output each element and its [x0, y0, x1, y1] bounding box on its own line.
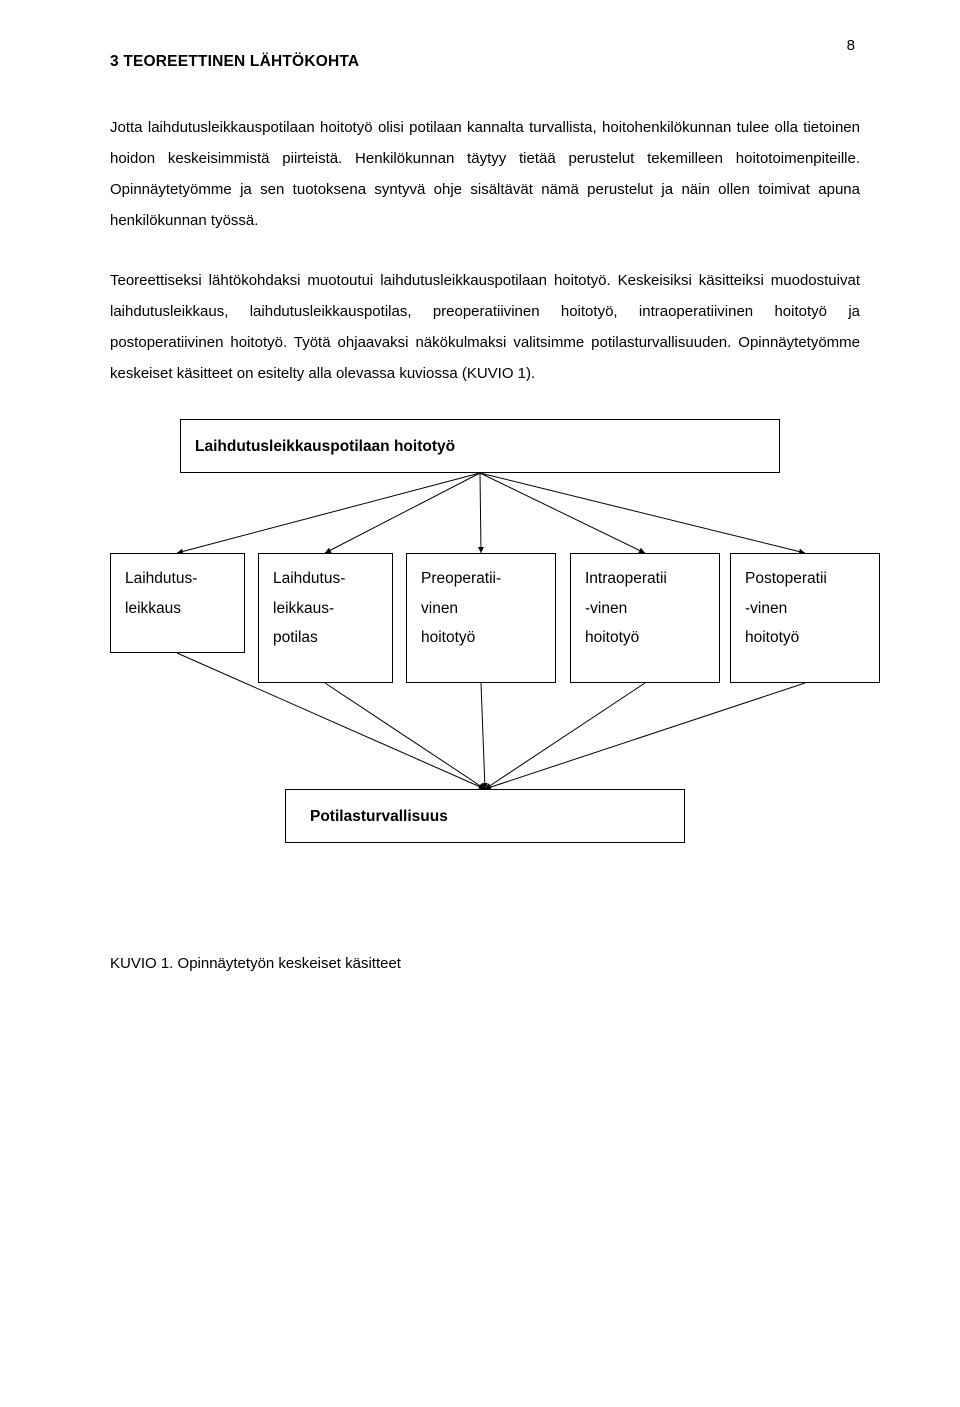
diagram-box-1-line2: leikkaus	[125, 600, 181, 617]
paragraph-1: Jotta laihdutusleikkauspotilaan hoitotyö…	[110, 113, 860, 236]
diagram-box-1: Laihdutus- leikkaus	[110, 553, 245, 653]
diagram-box-3: Preoperatii- vinen hoitotyö	[406, 553, 556, 683]
diagram-box-5-line1: Postoperatii	[745, 570, 827, 587]
page-number: 8	[847, 35, 855, 58]
diagram-box-3-line1: Preoperatii-	[421, 570, 501, 587]
diagram-box-2-line2: leikkaus-	[273, 600, 334, 617]
diagram-box-4-line3: hoitotyö	[585, 629, 639, 646]
diagram-box-2-line1: Laihdutus-	[273, 570, 345, 587]
diagram-top-box: Laihdutusleikkauspotilaan hoitotyö	[180, 419, 780, 473]
section-heading: 3 TEOREETTINEN LÄHTÖKOHTA	[110, 50, 860, 73]
paragraph-2: Teoreettiseksi lähtökohdaksi muotoutui l…	[110, 266, 860, 389]
diagram-box-4-line1: Intraoperatii	[585, 570, 667, 587]
diagram-box-4-line2: -vinen	[585, 600, 627, 617]
diagram-box-4: Intraoperatii -vinen hoitotyö	[570, 553, 720, 683]
figure-caption: KUVIO 1. Opinnäytetyön keskeiset käsitte…	[110, 953, 860, 976]
diagram-bottom-box: Potilasturvallisuus	[285, 789, 685, 843]
diagram-box-5-line3: hoitotyö	[745, 629, 799, 646]
diagram-box-1-line1: Laihdutus-	[125, 570, 197, 587]
diagram-box-5: Postoperatii -vinen hoitotyö	[730, 553, 880, 683]
diagram-box-3-line2: vinen	[421, 600, 458, 617]
diagram-box-2-line3: potilas	[273, 629, 318, 646]
diagram-box-2: Laihdutus- leikkaus- potilas	[258, 553, 393, 683]
concept-diagram: Laihdutusleikkauspotilaan hoitotyö Laihd…	[110, 419, 860, 939]
diagram-box-5-line2: -vinen	[745, 600, 787, 617]
diagram-box-3-line3: hoitotyö	[421, 629, 475, 646]
